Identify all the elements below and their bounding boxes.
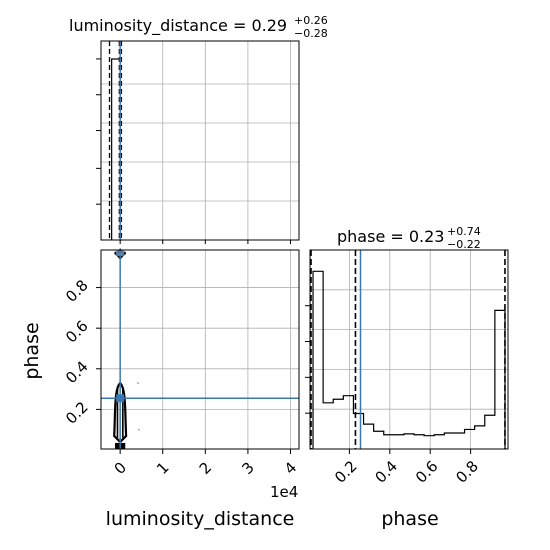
x-tick-label: 0: [111, 459, 130, 478]
panel-frame: [100, 249, 300, 450]
x-tick-label: 0.4: [372, 457, 402, 487]
sample-point: [137, 428, 140, 431]
luminosity-distance-histogram-panel: [96, 40, 300, 244]
panel-frame: [309, 249, 509, 450]
sample-point: [137, 382, 140, 385]
phase-histogram-step: [312, 270, 506, 449]
phase-histogram-panel: 0.2 0.4 0.6 0.8: [305, 249, 509, 487]
y-tick-label: 0.8: [62, 276, 92, 306]
x-tick-label: 0.2: [331, 457, 361, 487]
x-tick-label: 0.8: [452, 457, 482, 487]
y-tick-label: 0.6: [62, 317, 92, 347]
title-luminosity-distance-plus: +0.26: [294, 14, 328, 27]
xlabel-luminosity-distance: luminosity_distance: [106, 508, 295, 530]
x-tick-label: 1: [153, 459, 172, 478]
title-phase: phase = 0.23: [337, 227, 444, 246]
x-tick-label: 3: [238, 459, 257, 478]
x-tick-label: 0.6: [412, 457, 442, 487]
truth-marker: [116, 394, 125, 403]
luminosity-distance-offset-text: 1e4: [270, 483, 298, 501]
title-luminosity-distance: luminosity_distance = 0.29: [69, 16, 287, 36]
y-tick-label: 0.4: [62, 357, 92, 387]
y-tick-label: 0.2: [62, 398, 92, 428]
x-tick-label: 2: [196, 459, 215, 478]
x-tick-label: 4: [281, 459, 300, 478]
title-phase-plus: +0.74: [447, 225, 481, 238]
panel-frame: [100, 40, 300, 241]
title-phase-minus: −0.22: [447, 238, 481, 251]
phase-vs-luminosity-distance-panel: 0.2 0.4 0.6 0.8 0 1 2 3 4: [62, 248, 300, 478]
ylabel-phase: phase: [21, 322, 43, 379]
title-luminosity-distance-minus: −0.28: [294, 27, 328, 40]
xlabel-phase: phase: [381, 508, 438, 530]
